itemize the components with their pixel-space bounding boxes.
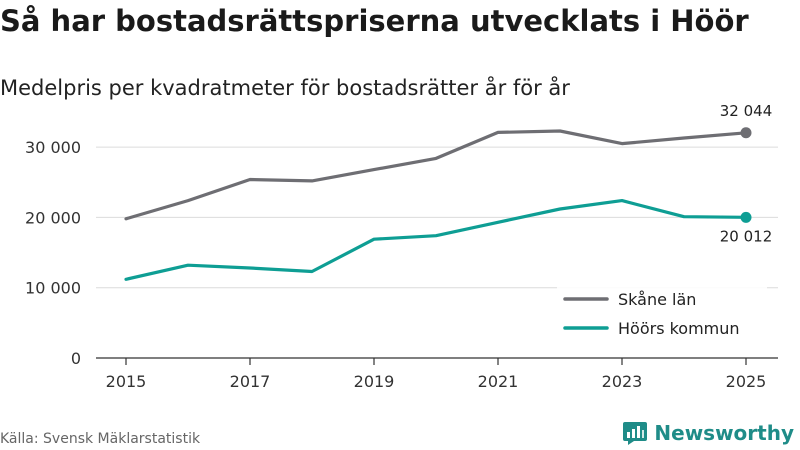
newsworthy-logo-icon bbox=[623, 422, 648, 445]
legend-label: Höörs kommun bbox=[618, 319, 740, 338]
series-line-skane-lan bbox=[124, 129, 748, 221]
legend-background bbox=[557, 283, 767, 345]
x-tick-label: 2015 bbox=[106, 372, 147, 391]
y-tick-label: 30 000 bbox=[25, 138, 81, 157]
end-value-label: 20 012 bbox=[720, 227, 773, 245]
x-tick-label: 2025 bbox=[726, 372, 767, 391]
y-tick-label: 20 000 bbox=[25, 208, 81, 227]
x-tick-label: 2021 bbox=[478, 372, 519, 391]
source-note: Källa: Svensk Mäklarstatistik bbox=[0, 431, 201, 447]
x-tick-label: 2017 bbox=[230, 372, 271, 391]
x-tick-label: 2023 bbox=[602, 372, 643, 391]
legend-label: Skåne län bbox=[618, 290, 696, 309]
series-end-point bbox=[740, 211, 752, 223]
chart-title: Så har bostadsrättspriserna utvecklats i… bbox=[0, 4, 749, 38]
y-tick-label: 0 bbox=[71, 349, 81, 368]
brand-logo: Newsworthy bbox=[622, 420, 794, 446]
brand-name: Newsworthy bbox=[654, 421, 794, 445]
series-line-hoors-kommun bbox=[124, 199, 748, 281]
end-value-label: 32 044 bbox=[720, 102, 773, 120]
series-end-point bbox=[740, 127, 752, 139]
legend: Skåne län Höörs kommun bbox=[557, 283, 767, 345]
x-tick-label: 2019 bbox=[354, 372, 395, 391]
series-lines bbox=[124, 127, 752, 281]
y-tick-label: 10 000 bbox=[25, 279, 81, 298]
chart-subtitle: Medelpris per kvadratmeter för bostadsrä… bbox=[0, 76, 570, 100]
data-labels: 32 044 20 012 bbox=[720, 102, 773, 246]
axes: 0 10 000 20 000 30 000 2015 2017 2019 2021 2023 2… bbox=[25, 138, 778, 391]
